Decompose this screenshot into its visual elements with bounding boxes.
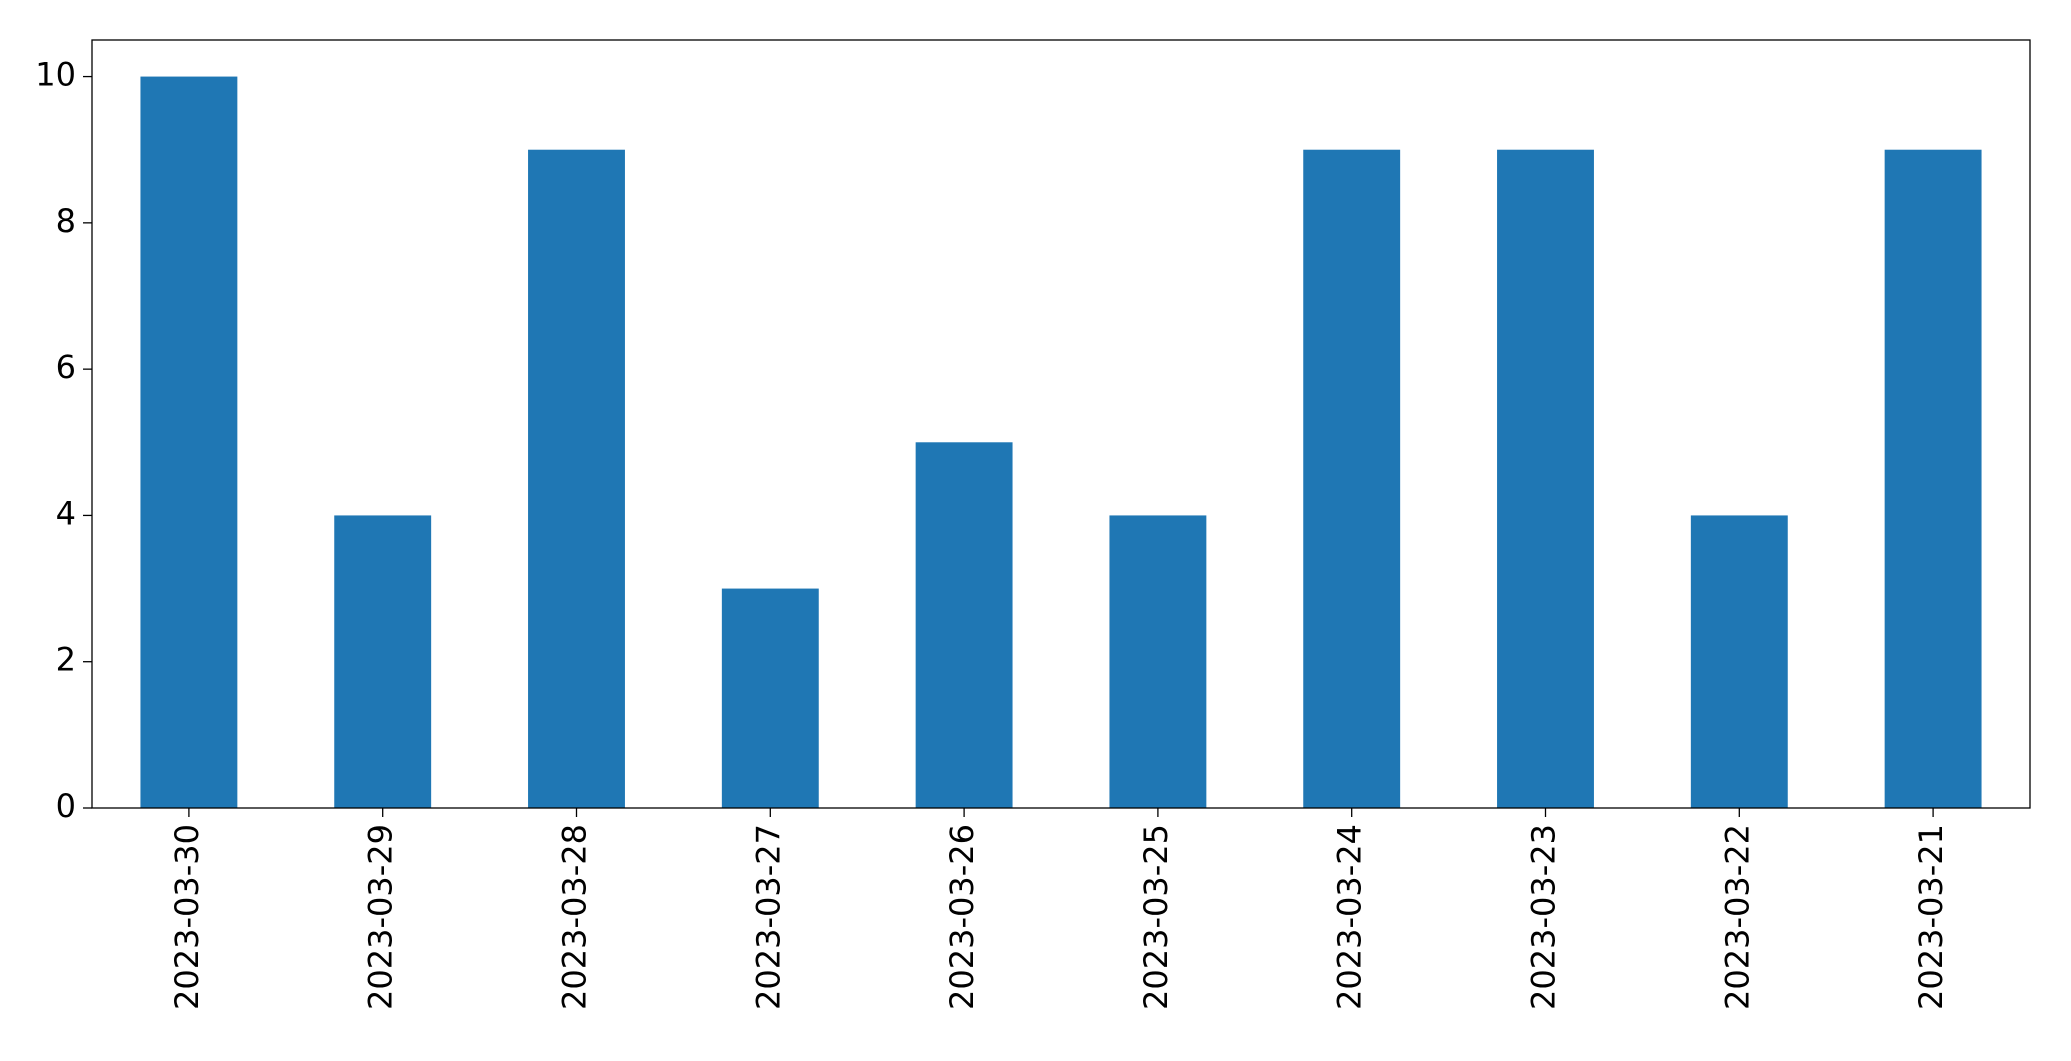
bar: [334, 515, 432, 808]
x-tick-label: 2023-03-21: [1912, 824, 1950, 1010]
x-tick-label: 2023-03-28: [556, 824, 594, 1010]
bar: [140, 76, 238, 809]
plot-frame: [91, 39, 2031, 809]
bar: [528, 149, 625, 808]
bar: [721, 588, 819, 808]
y-tick-label: 6: [56, 348, 76, 386]
x-tick-label: 2023-03-30: [168, 824, 206, 1010]
bar: [1884, 149, 1982, 808]
y-tick-label: 2: [56, 641, 76, 679]
x-tick-label: 2023-03-22: [1718, 824, 1756, 1010]
x-tick-label: 2023-03-24: [1331, 824, 1369, 1010]
y-tick-label: 0: [56, 787, 76, 825]
bar: [1497, 149, 1594, 808]
x-tick-label: 2023-03-26: [943, 824, 981, 1010]
bar: [1303, 149, 1401, 808]
y-tick-label: 4: [56, 494, 76, 532]
bar: [915, 442, 1013, 808]
y-tick-label: 8: [56, 202, 76, 240]
x-tick-label: 2023-03-27: [749, 824, 787, 1010]
x-tick-label: 2023-03-23: [1525, 824, 1563, 1010]
x-tick-label: 2023-03-25: [1137, 824, 1175, 1010]
bar: [1690, 515, 1788, 808]
y-tick-label: 10: [35, 56, 76, 94]
x-tick-label: 2023-03-29: [362, 824, 400, 1010]
bar: [1109, 515, 1207, 808]
